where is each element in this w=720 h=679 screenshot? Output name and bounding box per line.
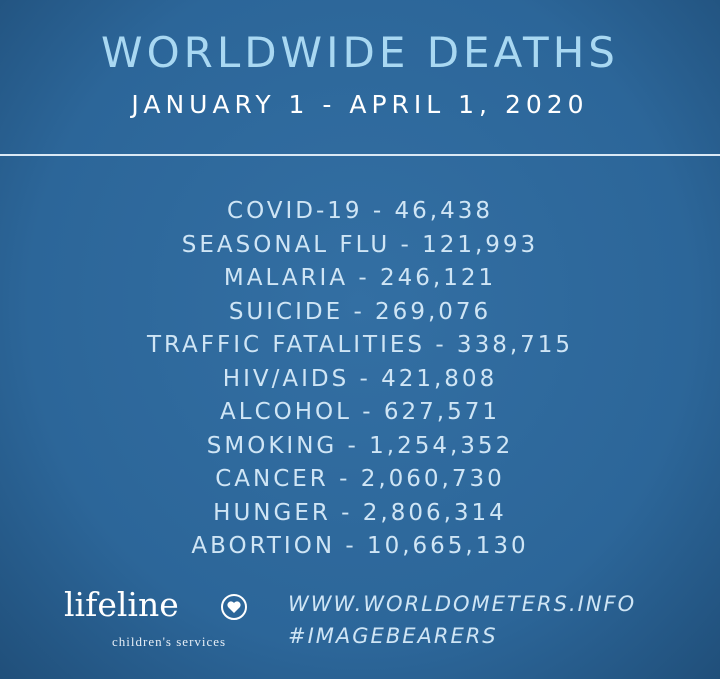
title: WORLDWIDE DEATHS (101, 28, 619, 77)
death-item: TRAFFIC FATALITIES - 338,715 (146, 332, 574, 358)
divider (0, 154, 720, 156)
hashtag: #IMAGEBEARERS (288, 624, 498, 648)
logo-tagline: children's services (112, 634, 227, 649)
death-item: MALARIA - 246,121 (223, 265, 497, 291)
death-item: ALCOHOL - 627,571 (220, 399, 500, 425)
death-item: HUNGER - 2,806,314 (213, 499, 507, 526)
death-item: SMOKING - 1,254,352 (206, 432, 514, 459)
source: WWW.WORLDOMETERS.INFO (288, 592, 637, 616)
logo: lifeline (64, 585, 179, 624)
death-item: ABORTION - 10,665,130 (191, 533, 529, 559)
death-item: HIV/AIDS - 421,808 (222, 365, 498, 392)
death-item: SEASONAL FLU - 121,993 (181, 231, 539, 258)
death-item: COVID-19 - 46,438 (227, 198, 493, 224)
death-list: COVID-19 - 46,438 SEASONAL FLU - 121,993 M… (0, 195, 720, 564)
death-item: CANCER - 2,060,730 (215, 466, 505, 492)
death-item: SUICIDE - 269,076 (228, 298, 492, 325)
subtitle: JANUARY 1 - APRIL 1, 2020 (131, 90, 589, 119)
logo-icon (221, 594, 247, 620)
